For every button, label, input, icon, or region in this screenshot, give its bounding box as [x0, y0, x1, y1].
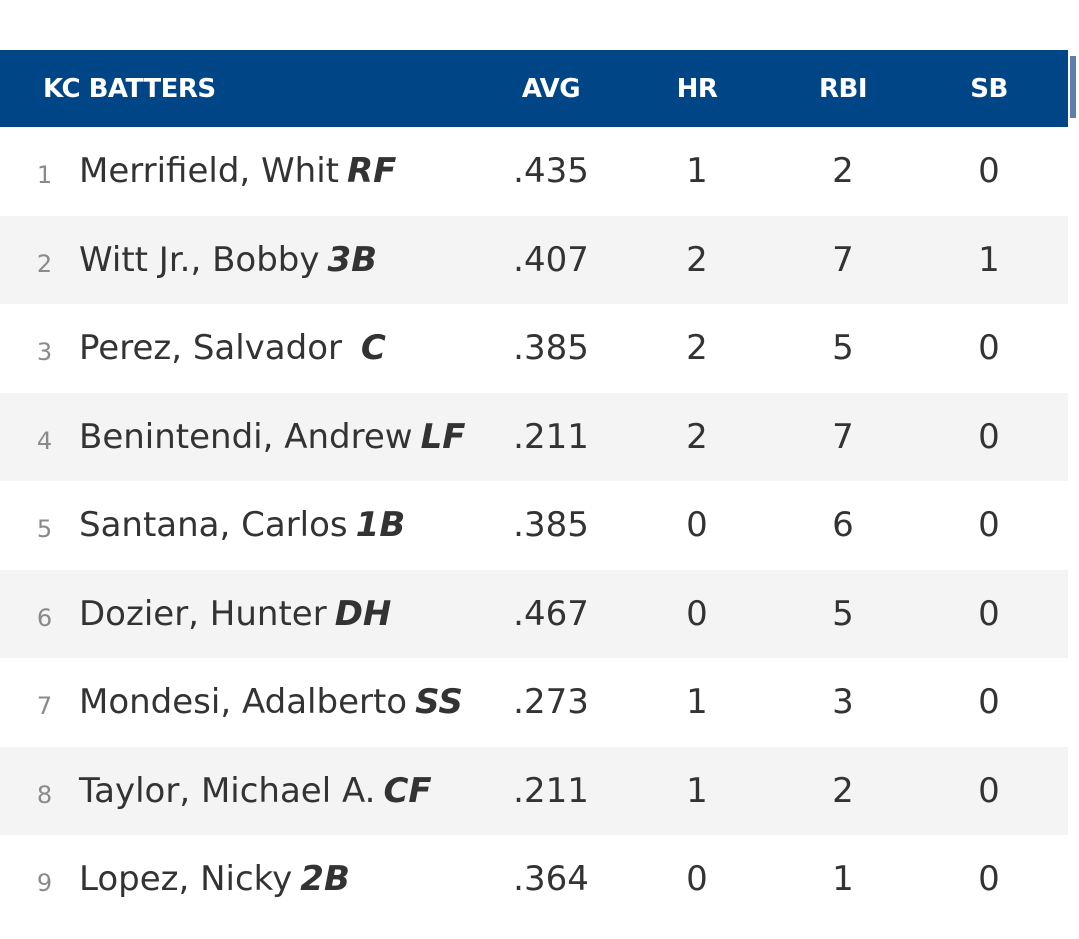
sb-value: 0 — [978, 151, 1000, 192]
rbi-value: 6 — [832, 505, 854, 546]
sb-value: 1 — [978, 239, 1000, 280]
sb-value: 0 — [978, 328, 1000, 369]
hr-value: 2 — [686, 239, 708, 280]
player-name-link[interactable]: Dozier, Hunter — [79, 593, 327, 634]
horizontal-scrollbar[interactable] — [1068, 50, 1079, 127]
hr-value: 0 — [686, 593, 708, 634]
header-hr[interactable]: HR — [676, 73, 718, 104]
batter-cell: 8 Taylor, Michael A. CF — [0, 771, 478, 811]
player-name-link[interactable]: Witt Jr., Bobby — [79, 239, 320, 280]
rbi-value: 3 — [832, 682, 854, 723]
sb-value: 0 — [978, 593, 1000, 634]
player-position: SS — [415, 682, 463, 723]
batter-cell: 5 Santana, Carlos 1B — [0, 505, 478, 545]
rbi-value: 5 — [832, 328, 854, 369]
batting-order: 3 — [36, 338, 53, 367]
table-row[interactable]: 4 Benintendi, Andrew LF .211 2 7 0 — [0, 392, 1068, 481]
player-name-link[interactable]: Mondesi, Adalberto — [79, 682, 408, 723]
rbi-value: 5 — [832, 593, 854, 634]
hr-value: 1 — [686, 151, 708, 192]
avg-value: .385 — [513, 505, 589, 546]
hr-value: 2 — [686, 328, 708, 369]
table-header: KC BATTERS AVG HR RBI SB — [0, 50, 1068, 127]
player-position: RF — [346, 151, 397, 192]
player-position: 1B — [355, 505, 406, 546]
rbi-value: 2 — [832, 770, 854, 811]
header-rbi[interactable]: RBI — [818, 73, 868, 104]
player-name-link[interactable]: Perez, Salvador — [79, 328, 353, 369]
hr-value: 1 — [686, 770, 708, 811]
batter-cell: 4 Benintendi, Andrew LF — [0, 417, 478, 457]
batter-cell: 2 Witt Jr., Bobby 3B — [0, 240, 478, 280]
player-name-link[interactable]: Santana, Carlos — [79, 505, 348, 546]
avg-value: .407 — [513, 239, 589, 280]
player-position: C — [360, 328, 386, 369]
player-position: 2B — [300, 859, 350, 900]
avg-value: .467 — [513, 593, 589, 634]
avg-value: .273 — [513, 682, 589, 723]
sb-value: 0 — [978, 682, 1000, 723]
batting-order: 7 — [36, 692, 53, 721]
sb-value: 0 — [978, 505, 1000, 546]
batting-order: 9 — [36, 869, 53, 898]
rbi-value: 2 — [832, 151, 854, 192]
table-row[interactable]: 2 Witt Jr., Bobby 3B .407 2 7 1 — [0, 215, 1068, 304]
avg-value: .364 — [513, 859, 589, 900]
player-position: LF — [420, 416, 466, 457]
avg-value: .211 — [513, 416, 589, 457]
player-name-link[interactable]: Merrifield, Whit — [79, 151, 339, 192]
sb-value: 0 — [978, 859, 1000, 900]
table-row[interactable]: 8 Taylor, Michael A. CF .211 1 2 0 — [0, 746, 1068, 835]
avg-value: .435 — [513, 151, 589, 192]
batting-order: 5 — [36, 515, 53, 544]
batter-cell: 3 Perez, Salvador C — [0, 328, 478, 368]
batting-order: 6 — [36, 603, 53, 632]
batting-order: 1 — [36, 161, 53, 190]
rbi-value: 7 — [832, 416, 854, 457]
rbi-value: 7 — [832, 239, 854, 280]
hr-value: 2 — [686, 416, 708, 457]
batter-cell: 9 Lopez, Nicky 2B — [0, 859, 478, 899]
header-team-label[interactable]: KC BATTERS — [43, 73, 216, 104]
batter-cell: 1 Merrifield, Whit RF — [0, 151, 478, 191]
header-sb[interactable]: SB — [970, 73, 1008, 104]
player-name-link[interactable]: Benintendi, Andrew — [79, 416, 413, 457]
batting-order: 4 — [36, 426, 53, 455]
header-avg[interactable]: AVG — [521, 73, 581, 104]
player-name-link[interactable]: Lopez, Nicky — [79, 859, 293, 900]
table-row[interactable]: 3 Perez, Salvador C .385 2 5 0 — [0, 304, 1068, 393]
table-row[interactable]: 9 Lopez, Nicky 2B .364 0 1 0 — [0, 835, 1068, 924]
batter-cell: 6 Dozier, Hunter DH — [0, 594, 478, 634]
sb-value: 0 — [978, 770, 1000, 811]
avg-value: .211 — [513, 770, 589, 811]
player-position: CF — [383, 770, 432, 811]
scrollbar-thumb[interactable] — [1070, 56, 1076, 118]
batters-table: KC BATTERS AVG HR RBI SB 1 Merrifield, W… — [0, 50, 1068, 924]
hr-value: 0 — [686, 505, 708, 546]
batting-order: 2 — [36, 249, 53, 278]
table-row[interactable]: 5 Santana, Carlos 1B .385 0 6 0 — [0, 481, 1068, 570]
player-name-link[interactable]: Taylor, Michael A. — [79, 770, 376, 811]
player-position: 3B — [327, 239, 378, 280]
hr-value: 0 — [686, 859, 708, 900]
hr-value: 1 — [686, 682, 708, 723]
table-row[interactable]: 1 Merrifield, Whit RF .435 1 2 0 — [0, 127, 1068, 216]
batting-order: 8 — [36, 780, 53, 809]
avg-value: .385 — [513, 328, 589, 369]
rbi-value: 1 — [832, 859, 854, 900]
sb-value: 0 — [978, 416, 1000, 457]
batter-cell: 7 Mondesi, Adalberto SS — [0, 682, 478, 722]
table-row[interactable]: 6 Dozier, Hunter DH .467 0 5 0 — [0, 569, 1068, 658]
table-row[interactable]: 7 Mondesi, Adalberto SS .273 1 3 0 — [0, 658, 1068, 747]
player-position: DH — [334, 593, 392, 634]
